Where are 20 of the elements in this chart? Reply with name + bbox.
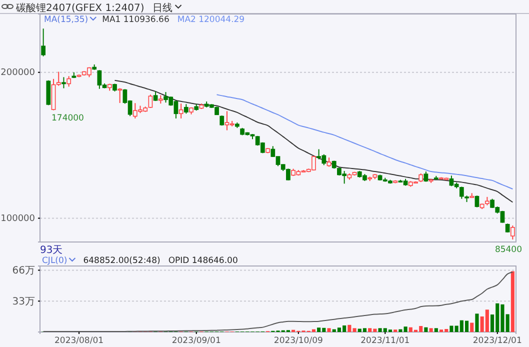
text: MA1 110936.66 bbox=[102, 15, 170, 25]
text: OPID 148646.00 bbox=[168, 256, 238, 266]
x-tick-label: 2023/08/01 bbox=[54, 336, 104, 346]
text: 85400 bbox=[494, 245, 522, 255]
y-tick-label: 200000 bbox=[0, 68, 36, 78]
text: CJL(0) bbox=[42, 256, 68, 266]
text: MA2 120044.29 bbox=[177, 15, 245, 25]
y-tick-label: 66万 bbox=[12, 265, 35, 276]
x-tick-label: 2023/10/09 bbox=[274, 336, 323, 346]
text: 93天 bbox=[40, 245, 63, 256]
y-tick-label: 100000 bbox=[0, 214, 36, 224]
x-tick-label: 2023/12/01 bbox=[472, 336, 522, 346]
legend-title: MA(15,35) bbox=[44, 15, 88, 25]
x-tick-label: 2023/09/01 bbox=[172, 336, 221, 346]
chart-subtitle: 日线 bbox=[152, 2, 172, 14]
y-tick-label: 33万 bbox=[12, 296, 35, 308]
x-tick-label: 2023/11/01 bbox=[360, 336, 410, 346]
text: 648852.00(52:48) bbox=[83, 256, 160, 266]
chart-title: 碳酸锂2407(GFEX 1:2407) bbox=[15, 2, 144, 14]
annotation: 174000 bbox=[52, 113, 84, 124]
